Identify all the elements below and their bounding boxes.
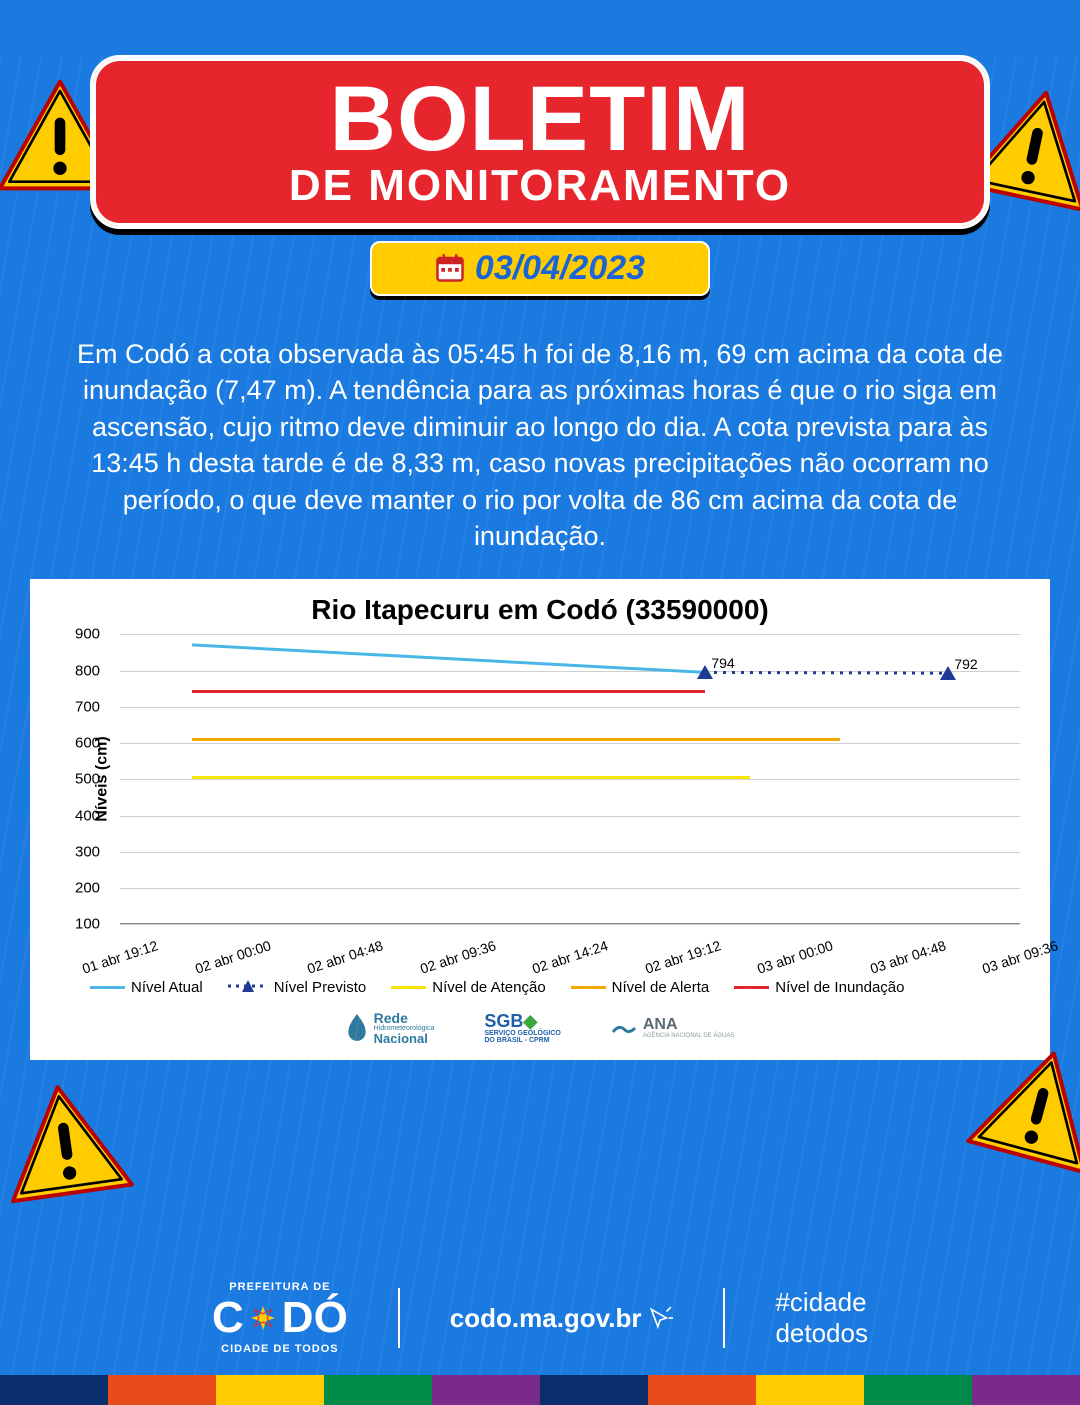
star-icon: [248, 1303, 278, 1333]
chart-plot-area: Níveis (cm) 1002003004005006007008009000…: [120, 634, 1020, 924]
marker-label: 792: [954, 656, 977, 672]
x-tick-label: 02 abr 09:36: [418, 938, 498, 978]
legend-swatch: [571, 986, 606, 989]
header-title: BOLETIM: [123, 78, 957, 161]
strip-segment: [756, 1375, 864, 1405]
strip-segment: [216, 1375, 324, 1405]
partner-sgb: SGB◆ SERVIÇO GEOLÓGICO DO BRASIL - CPRM: [484, 1011, 561, 1045]
y-tick-label: 200: [75, 880, 100, 897]
strip-segment: [108, 1375, 216, 1405]
y-tick-label: 900: [75, 626, 100, 643]
x-tick-label: 03 abr 09:36: [980, 938, 1060, 978]
legend-label: Nível de Alerta: [612, 979, 710, 996]
strip-segment: [0, 1375, 108, 1405]
x-tick-label: 01 abr 19:12: [80, 938, 160, 978]
date-pill: 03/04/2023: [370, 241, 710, 296]
cursor-icon: [647, 1305, 673, 1331]
marker-label: 794: [711, 655, 734, 671]
y-tick-label: 600: [75, 735, 100, 752]
legend-swatch: [228, 979, 268, 996]
legend-label: Nível de Atenção: [432, 979, 545, 996]
y-tick-label: 100: [75, 916, 100, 933]
strip-segment: [864, 1375, 972, 1405]
warning-icon: [0, 1071, 143, 1209]
legend-item-alerta: Nível de Alerta: [571, 979, 710, 996]
legend-swatch: [734, 986, 769, 989]
x-tick-label: 02 abr 04:48: [305, 938, 385, 978]
footer: PREFEITURA DE C DÓ CIDADE DE TODOS codo.…: [0, 1281, 1080, 1355]
footer-url-text: codo.ma.gov.br: [450, 1303, 642, 1334]
x-tick-label: 02 abr 14:24: [530, 938, 610, 978]
chart-title: Rio Itapecuru em Codó (33590000): [50, 594, 1030, 626]
x-tick-label: 02 abr 19:12: [643, 938, 723, 978]
x-tick-label: 03 abr 04:48: [868, 938, 948, 978]
footer-hash-2: detodos: [775, 1318, 868, 1349]
footer-logo: PREFEITURA DE C DÓ CIDADE DE TODOS: [212, 1281, 348, 1355]
legend-label: Nível Atual: [131, 979, 203, 996]
legend-item-previsto: Nível Previsto: [228, 979, 367, 996]
header-subtitle: DE MONITORAMENTO: [123, 161, 957, 211]
legend-label: Nível de Inundação: [775, 979, 904, 996]
partner-logos: Rede Hidrometeorológica Nacional SGB◆ SE…: [50, 1011, 1030, 1045]
strip-segment: [540, 1375, 648, 1405]
series-previsto: [120, 634, 1020, 924]
body-text: Em Codó a cota observada às 05:45 h foi …: [70, 336, 1010, 555]
legend-item-atencao: Nível de Atenção: [391, 979, 545, 996]
x-tick-label: 03 abr 00:00: [755, 938, 835, 978]
x-tick-label: 02 abr 00:00: [193, 938, 273, 978]
legend-item-atual: Nível Atual: [90, 979, 203, 996]
footer-hash-1: #cidade: [775, 1287, 868, 1318]
chart-legend: Nível Atual Nível Previsto Nível de Atençã…: [90, 979, 1030, 996]
gridline: [120, 924, 1020, 925]
footer-city-left: C: [212, 1293, 244, 1343]
chart-card: Rio Itapecuru em Codó (33590000) Níveis …: [30, 579, 1050, 1060]
strip-segment: [648, 1375, 756, 1405]
footer-url: codo.ma.gov.br: [450, 1303, 674, 1334]
legend-label: Nível Previsto: [274, 979, 367, 996]
strip-segment: [432, 1375, 540, 1405]
partner-ana: ANA AGÊNCIA NACIONAL DE ÁGUAS: [611, 1011, 734, 1045]
bottom-color-strip: [0, 1375, 1080, 1405]
y-tick-label: 400: [75, 807, 100, 824]
footer-prefeitura: PREFEITURA DE: [212, 1281, 348, 1293]
header-banner: BOLETIM DE MONITORAMENTO: [90, 55, 990, 229]
legend-swatch: [90, 986, 125, 989]
y-tick-label: 500: [75, 771, 100, 788]
y-tick-label: 800: [75, 662, 100, 679]
calendar-icon: [435, 253, 465, 283]
footer-slogan: CIDADE DE TODOS: [212, 1343, 348, 1355]
legend-swatch: [391, 986, 426, 989]
legend-item-inundacao: Nível de Inundação: [734, 979, 904, 996]
strip-segment: [324, 1375, 432, 1405]
partner-rede: Rede Hidrometeorológica Nacional: [346, 1011, 435, 1045]
footer-divider: [398, 1288, 400, 1348]
y-tick-label: 300: [75, 843, 100, 860]
y-tick-label: 700: [75, 698, 100, 715]
date-text: 03/04/2023: [475, 249, 645, 288]
footer-hashtag: #cidade detodos: [775, 1287, 868, 1349]
footer-city-right: DÓ: [282, 1293, 348, 1343]
strip-segment: [972, 1375, 1080, 1405]
footer-divider: [723, 1288, 725, 1348]
